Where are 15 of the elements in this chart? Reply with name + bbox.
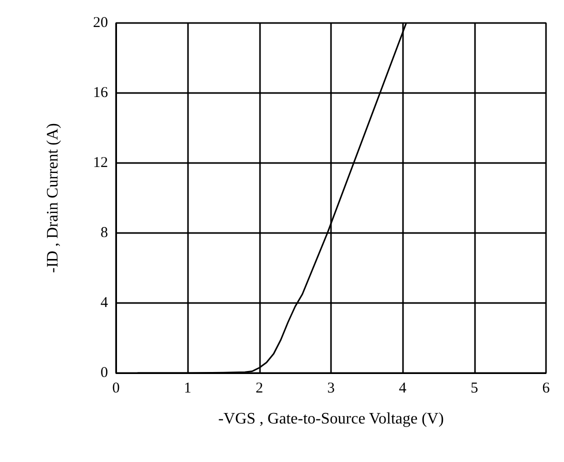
y-tick-label: 8 [100,225,108,241]
y-tick-label: 12 [93,155,108,171]
y-tick-label: 0 [100,365,108,381]
x-tick-label: 0 [112,380,120,396]
y-tick-label: 20 [93,15,108,31]
y-tick-label: 4 [100,295,108,311]
y-tick-label: 16 [93,85,108,101]
x-tick-label: 3 [327,380,335,396]
x-tick-label: 1 [184,380,192,396]
x-tick-label: 5 [470,380,478,396]
x-tick-label: 2 [256,380,264,396]
x-axis-title: -VGS , Gate-to-Source Voltage (V) [218,410,444,428]
x-tick-label: 6 [542,380,550,396]
x-tick-label: 4 [398,380,407,396]
y-axis-title: -ID , Drain Current (A) [44,123,62,273]
